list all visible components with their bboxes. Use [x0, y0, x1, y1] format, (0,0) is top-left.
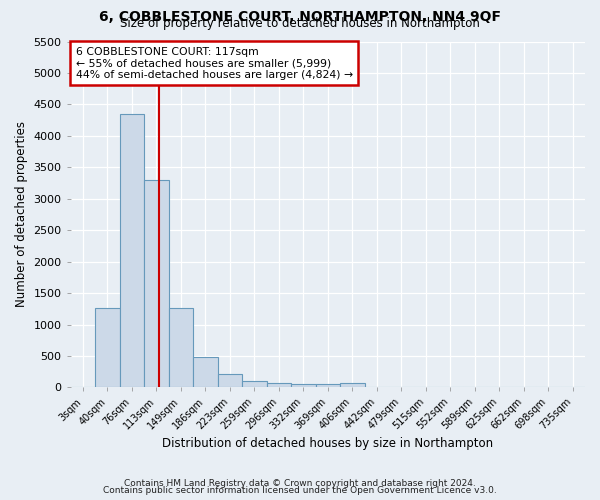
Text: Contains HM Land Registry data © Crown copyright and database right 2024.: Contains HM Land Registry data © Crown c…: [124, 478, 476, 488]
Bar: [95, 308, 119, 388]
Bar: [291, 384, 316, 388]
Text: Contains public sector information licensed under the Open Government Licence v3: Contains public sector information licen…: [103, 486, 497, 495]
Bar: [144, 180, 169, 388]
Y-axis label: Number of detached properties: Number of detached properties: [15, 122, 28, 308]
Bar: [242, 381, 266, 388]
Bar: [169, 308, 193, 388]
Bar: [266, 384, 291, 388]
X-axis label: Distribution of detached houses by size in Northampton: Distribution of detached houses by size …: [162, 437, 493, 450]
Text: Size of property relative to detached houses in Northampton: Size of property relative to detached ho…: [120, 18, 480, 30]
Text: 6 COBBLESTONE COURT: 117sqm
← 55% of detached houses are smaller (5,999)
44% of : 6 COBBLESTONE COURT: 117sqm ← 55% of det…: [76, 46, 353, 80]
Text: 6, COBBLESTONE COURT, NORTHAMPTON, NN4 9QF: 6, COBBLESTONE COURT, NORTHAMPTON, NN4 9…: [99, 10, 501, 24]
Bar: [218, 374, 242, 388]
Bar: [316, 384, 340, 388]
Bar: [193, 356, 218, 388]
Bar: [119, 114, 144, 388]
Bar: [340, 384, 365, 388]
